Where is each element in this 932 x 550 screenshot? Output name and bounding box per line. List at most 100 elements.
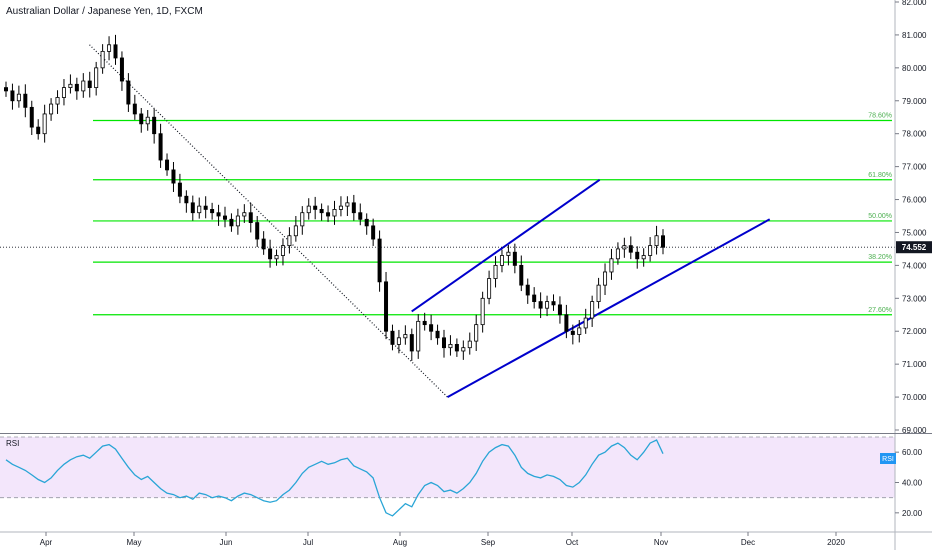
candle <box>384 271 389 340</box>
candle <box>55 90 60 114</box>
candle <box>499 249 504 273</box>
candle <box>145 109 150 131</box>
rsi-panel <box>5 439 664 517</box>
rsi-label: RSI <box>6 439 19 448</box>
candle <box>396 329 401 354</box>
fib-label: 61.80% <box>868 172 892 179</box>
candle <box>197 197 202 219</box>
candle <box>119 51 124 91</box>
y-tick-label: 79.000 <box>902 97 927 106</box>
candle <box>583 308 588 334</box>
candle <box>416 314 421 359</box>
candle <box>487 270 492 305</box>
candle <box>139 108 144 133</box>
candle <box>648 237 653 262</box>
candle <box>10 83 15 110</box>
candle <box>152 108 157 144</box>
candle <box>280 238 285 266</box>
candle <box>268 239 273 268</box>
candle <box>538 292 543 319</box>
candle <box>113 34 118 65</box>
candle <box>87 71 92 98</box>
rsi-tick-label: 60.00 <box>902 448 923 457</box>
x-tick-label: May <box>126 538 141 547</box>
candle <box>177 173 182 204</box>
candle <box>564 304 569 339</box>
rsi-band <box>0 437 895 498</box>
candle <box>255 216 260 247</box>
candle <box>287 227 292 254</box>
candle <box>661 229 666 255</box>
candle <box>42 104 47 143</box>
candle <box>126 73 131 112</box>
candle <box>248 202 253 233</box>
candle <box>293 216 298 242</box>
fib-label: 50.00% <box>868 213 892 220</box>
candle <box>371 218 376 246</box>
trendline-channel-upper[interactable] <box>411 178 601 313</box>
y-tick-label: 81.000 <box>902 31 927 40</box>
candle <box>351 194 356 221</box>
candle <box>158 123 163 168</box>
y-tick-label: 78.000 <box>902 130 927 139</box>
candle <box>242 204 247 223</box>
candle <box>274 249 279 266</box>
candle <box>132 94 137 120</box>
candle <box>23 84 28 118</box>
x-tick-label: Jun <box>220 538 233 547</box>
y-tick-label: 71.000 <box>902 360 927 369</box>
x-tick-label: Nov <box>654 538 668 547</box>
fib-label: 38.20% <box>868 254 892 261</box>
candle <box>493 256 498 288</box>
candle <box>570 324 575 345</box>
candle <box>358 203 363 226</box>
candle <box>377 230 382 292</box>
candle <box>61 79 66 106</box>
chart-title: Australian Dollar / Japanese Yen, 1D, FX… <box>6 6 203 17</box>
candle <box>345 196 350 216</box>
candle <box>654 225 659 255</box>
x-tick-label: Apr <box>40 538 53 547</box>
candle <box>184 190 189 213</box>
candle <box>313 196 318 220</box>
candle <box>615 242 620 265</box>
candle <box>171 162 176 192</box>
rsi-tick-label: 40.00 <box>902 479 923 488</box>
candle <box>512 243 517 274</box>
candle <box>467 332 472 355</box>
rsi-tag: RSI <box>880 453 896 464</box>
trendline-channel-lower[interactable] <box>447 218 771 398</box>
candle <box>622 237 627 258</box>
candle <box>319 203 324 221</box>
rsi-line <box>5 439 664 517</box>
candle <box>545 295 550 317</box>
x-tick-label: Dec <box>741 538 755 547</box>
candle <box>216 204 221 226</box>
candle <box>4 81 9 97</box>
candle <box>29 100 34 136</box>
y-tick-label: 73.000 <box>902 294 927 303</box>
x-tick-label: 2020 <box>827 538 845 547</box>
fib-label: 78.60% <box>868 113 892 120</box>
candle <box>300 206 305 235</box>
candle <box>577 320 582 343</box>
price-tag-value: 74.552 <box>902 243 927 252</box>
candle <box>222 206 227 228</box>
y-tick-label: 77.000 <box>902 163 927 172</box>
candle <box>429 314 434 341</box>
candle <box>557 296 562 324</box>
y-tick-label: 74.000 <box>902 261 927 270</box>
x-tick-label: Sep <box>481 538 496 547</box>
candle <box>326 205 331 222</box>
candle <box>551 294 556 311</box>
x-tick-label: Aug <box>393 538 407 547</box>
candle <box>635 246 640 269</box>
candle <box>94 61 99 96</box>
candle <box>532 287 537 309</box>
grid <box>0 436 895 499</box>
candle <box>235 208 240 235</box>
candle <box>454 338 459 357</box>
